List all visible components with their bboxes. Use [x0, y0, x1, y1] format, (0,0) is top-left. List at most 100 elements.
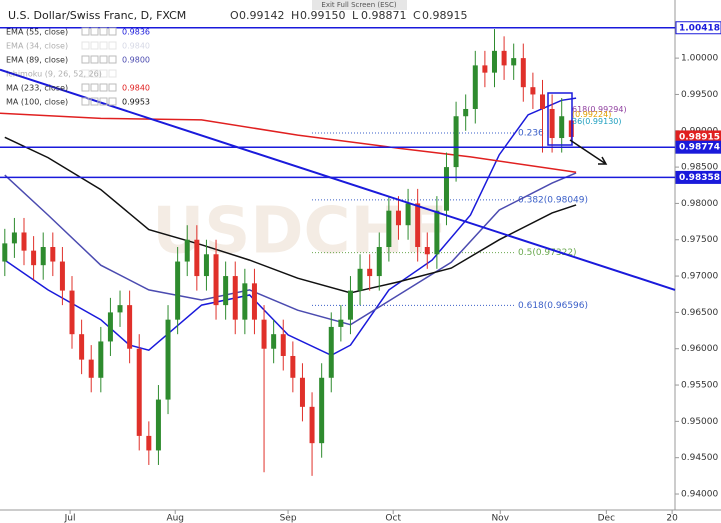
candle-body [59, 261, 65, 291]
annotation: 36(0.99130) [572, 117, 622, 126]
y-tick-label: 0.98500 [681, 163, 718, 173]
legend-icon[interactable] [99, 83, 108, 92]
candle-body [443, 167, 449, 211]
legend-icon[interactable] [108, 55, 117, 64]
candle-body [386, 210, 392, 248]
legend-icon[interactable] [81, 55, 90, 64]
y-tick-label: 1.00000 [681, 54, 718, 64]
candle-body [213, 254, 219, 306]
y-tick-label: 0.97000 [681, 272, 718, 282]
legend-value: 0.9800 [122, 56, 150, 65]
candle-body [232, 276, 238, 320]
legend-icon[interactable] [90, 83, 99, 92]
legend-icon[interactable] [90, 27, 99, 36]
tooltip-box [312, 0, 407, 10]
ohlc-label: H [291, 9, 299, 22]
candle-body [520, 58, 526, 88]
legend-icon[interactable] [99, 27, 108, 36]
legend-icon[interactable] [108, 83, 117, 92]
trendline [0, 68, 676, 291]
level-box [675, 140, 721, 154]
legend-name[interactable]: EMA (34, close) [6, 42, 68, 51]
level-label: 0.98915 [679, 132, 720, 142]
y-tick-label: 0.99500 [681, 90, 718, 100]
annotation: (0.99224) [572, 110, 611, 119]
legend-value: 0.9836 [122, 28, 150, 37]
candle-body [482, 65, 488, 73]
ohlc-value: 0.99142 [239, 9, 285, 22]
ohlc-value: 0.98915 [422, 9, 468, 22]
legend-icon[interactable] [81, 97, 90, 106]
legend-value: 0.9840 [122, 42, 150, 51]
candle-body [40, 247, 46, 266]
ohlc-label: C [413, 9, 421, 22]
legend-icon[interactable] [81, 83, 90, 92]
legend-name[interactable]: EMA (55, close) [6, 28, 68, 37]
candle-body [136, 348, 142, 436]
legend-icon[interactable] [81, 69, 90, 78]
x-tick-label: Nov [491, 514, 509, 523]
candle-body [271, 334, 277, 349]
candle-body [194, 239, 200, 277]
candle-body [98, 341, 104, 378]
legend-name[interactable]: MA (233, close) [6, 84, 68, 93]
candle-body [299, 377, 305, 407]
candle-body [511, 58, 517, 66]
legend-icon[interactable] [81, 41, 90, 50]
candle-body [290, 355, 296, 378]
legend-icon[interactable] [108, 41, 117, 50]
legend-icon[interactable] [90, 69, 99, 78]
legend-name[interactable]: EMA (89, close) [6, 56, 68, 65]
legend-icon[interactable] [81, 27, 90, 36]
y-tick-label: 0.95500 [681, 381, 718, 391]
candle-body [501, 50, 507, 66]
candle-body [424, 247, 430, 255]
legend-value: 0.9953 [122, 98, 150, 107]
ma-line [4, 136, 577, 294]
legend-icon[interactable] [99, 69, 108, 78]
legend-name[interactable]: Ichimoku (9, 26, 52, 26) [6, 70, 102, 79]
legend-icon[interactable] [99, 41, 108, 50]
candle-body [319, 377, 325, 444]
candle-body [434, 210, 440, 255]
x-tick-label: Dec [598, 514, 615, 523]
candle-body [2, 243, 8, 262]
legend-icon[interactable] [108, 27, 117, 36]
candle-body [338, 319, 344, 327]
box-drawing [547, 92, 573, 146]
y-tick-label: 0.94500 [681, 453, 718, 463]
candle-body [88, 359, 94, 378]
legend-icon[interactable] [99, 97, 108, 106]
x-tick-label: Oct [385, 514, 401, 523]
x-tick-label: Aug [166, 514, 184, 523]
candle-body [50, 247, 56, 262]
arrow-drawing [569, 139, 608, 165]
level-label: 0.98358 [679, 173, 720, 183]
candle-body [328, 326, 334, 378]
legend-icon[interactable] [108, 69, 117, 78]
legend-icon[interactable] [108, 97, 117, 106]
legend-icon[interactable] [90, 41, 99, 50]
legend-icon[interactable] [90, 97, 99, 106]
candle-body [539, 94, 545, 109]
candle-body [453, 116, 459, 168]
legend-name[interactable]: MA (100, close) [6, 98, 68, 107]
candle-body [530, 87, 536, 95]
level-label: 1.00418 [679, 23, 720, 33]
candle-body [223, 276, 229, 306]
candle-body [463, 108, 469, 117]
candle-body [31, 250, 37, 266]
candle-body [376, 247, 382, 277]
candle-body [280, 334, 286, 356]
x-tick-label: 20 [666, 514, 678, 523]
legend-icon[interactable] [99, 55, 108, 64]
tooltip[interactable]: Exit Full Screen (ESC) [321, 1, 396, 9]
y-tick-label: 0.97500 [681, 235, 718, 245]
ohlc-value: 0.99150 [300, 9, 346, 22]
legend-icon[interactable] [90, 55, 99, 64]
ohlc-label: L [352, 9, 359, 22]
candle-body [242, 283, 248, 320]
candle-body [127, 305, 133, 349]
chart-title: U.S. Dollar/Swiss Franc, D, FXCM [8, 9, 186, 22]
y-tick-label: 0.96000 [681, 344, 718, 354]
